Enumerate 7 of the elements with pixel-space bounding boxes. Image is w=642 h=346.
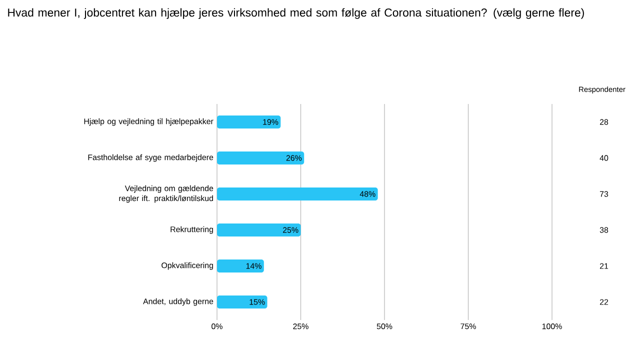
bar	[217, 152, 304, 165]
bar	[217, 296, 268, 309]
bar	[217, 260, 264, 273]
bar	[217, 116, 281, 129]
chart-title: Hvad mener I, jobcentret kan hjælpe jeres virksomhed med som følge af Corona situationen? (vælg gerne flere)	[8, 8, 584, 19]
bar	[217, 188, 378, 201]
bar	[217, 224, 301, 237]
